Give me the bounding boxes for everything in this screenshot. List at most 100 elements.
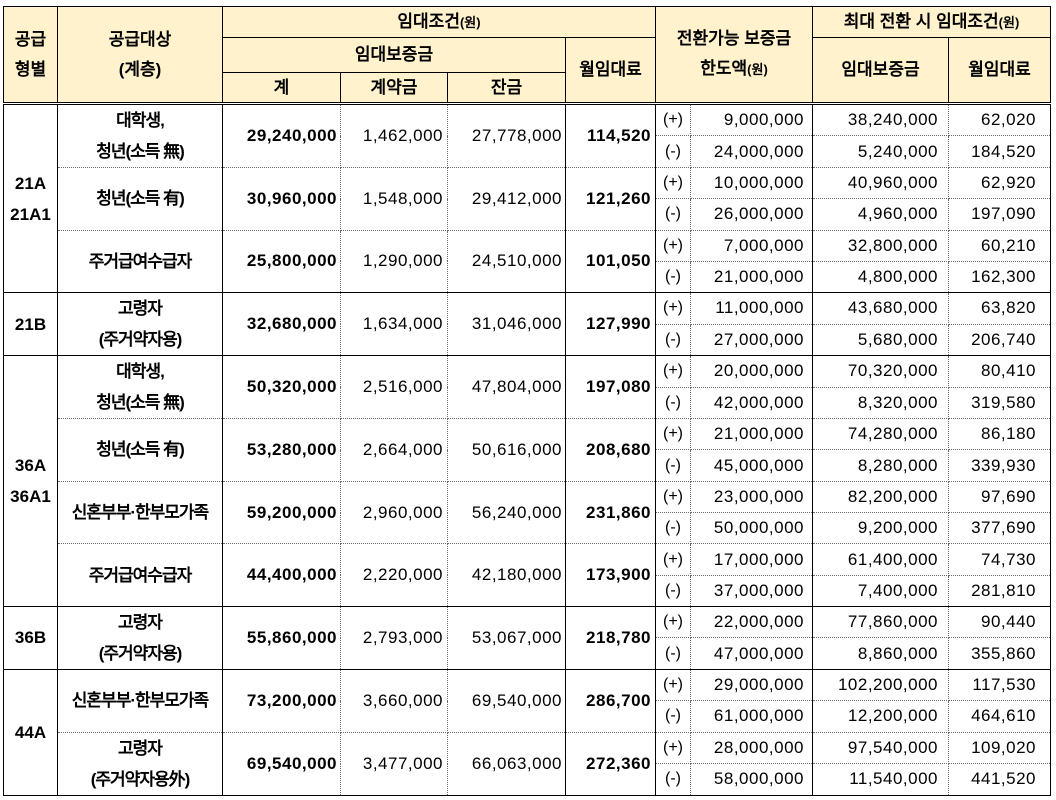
- header-conversion-limit-line: 전환가능 보증금: [676, 29, 792, 48]
- header-unit: (원): [998, 14, 1020, 30]
- max-deposit-cell: 8,280,000: [812, 449, 950, 482]
- target-line: 청년(소득 無): [96, 393, 185, 413]
- target-cell: 신혼부부·한부모가족: [57, 480, 223, 545]
- table-row: 44A 신혼부부·한부모가족 73,200,000 3,660,000 69,5…: [3, 668, 1052, 796]
- deposit-total-cell: 50,320,000: [222, 355, 341, 420]
- header-max-conversion: 최대 전환 시 임대조건(원): [812, 6, 1052, 38]
- conversion-limit-cell: 26,000,000: [689, 198, 814, 231]
- max-deposit-cell: 5,680,000: [812, 323, 950, 357]
- target-cell: 고령자 (주거약자용): [57, 605, 223, 670]
- max-rent-cell: 62,920: [948, 166, 1052, 200]
- header-unit: (원): [747, 62, 768, 77]
- table-row: (-) 61,000,000 12,200,000 464,610: [4, 700, 1052, 733]
- max-deposit-cell: 40,960,000: [812, 166, 950, 200]
- supply-type-cell: 44A: [3, 668, 58, 796]
- sign-cell: (+): [655, 731, 691, 765]
- conversion-limit-cell: 24,000,000: [689, 135, 814, 168]
- max-rent-cell: 97,690: [948, 480, 1052, 514]
- balance-cell: 53,067,000: [447, 605, 566, 670]
- max-deposit-cell: 32,800,000: [812, 229, 950, 262]
- sign-cell: (+): [655, 605, 691, 639]
- max-deposit-cell: 12,200,000: [812, 700, 950, 733]
- max-rent-cell: 377,690: [948, 512, 1052, 545]
- header-conversion-limit-label: 한도액: [700, 59, 748, 78]
- sign-cell: (+): [655, 166, 691, 200]
- max-rent-cell: 197,090: [948, 198, 1052, 231]
- sign-cell: (+): [655, 229, 691, 262]
- monthly-rent-cell: 173,900: [565, 543, 656, 607]
- sign-cell: (-): [655, 637, 691, 670]
- table-row: (-) 50,000,000 9,200,000 377,690: [4, 512, 1052, 545]
- conversion-limit-cell: 29,000,000: [689, 668, 814, 702]
- supply-type-line: 21A: [14, 173, 47, 193]
- sign-cell: (+): [655, 543, 691, 576]
- down-payment-cell: 2,516,000: [340, 355, 448, 420]
- balance-cell: 47,804,000: [447, 355, 566, 420]
- conversion-limit-cell: 11,000,000: [689, 292, 814, 325]
- deposit-total-cell: 25,800,000: [222, 229, 341, 294]
- max-deposit-cell: 82,200,000: [812, 480, 950, 514]
- max-rent-cell: 109,020: [948, 731, 1052, 765]
- max-deposit-cell: 38,240,000: [812, 102, 950, 136]
- header-deposit: 임대보증금: [222, 37, 566, 73]
- table-row: 주거급여수급자 44,400,000 2,220,000 42,180,000 …: [4, 543, 1052, 607]
- sign-cell: (-): [655, 386, 691, 420]
- max-rent-cell: 86,180: [948, 418, 1052, 451]
- down-payment-cell: 3,660,000: [340, 668, 448, 733]
- max-deposit-cell: 102,200,000: [812, 668, 950, 702]
- down-payment-cell: 2,664,000: [340, 418, 448, 482]
- deposit-total-cell: 32,680,000: [222, 292, 341, 357]
- target-line: (주거약자용外): [90, 769, 191, 789]
- max-rent-cell: 339,930: [948, 449, 1052, 482]
- monthly-rent-cell: 121,260: [565, 167, 656, 231]
- header-max-monthly-rent: 월임대료: [948, 37, 1052, 104]
- down-payment-cell: 2,220,000: [340, 543, 448, 607]
- monthly-rent-cell: 272,360: [565, 731, 656, 796]
- down-payment-cell: 1,290,000: [340, 229, 448, 294]
- supply-type-line: 36A: [14, 456, 47, 476]
- supply-type-line: 44A: [14, 722, 47, 742]
- max-rent-cell: 90,440: [948, 605, 1052, 639]
- target-cell: 고령자 (주거약자용): [57, 292, 223, 357]
- sign-cell: (-): [655, 700, 691, 733]
- target-cell: 대학생, 청년(소득 無): [57, 355, 223, 420]
- conversion-limit-cell: 21,000,000: [689, 260, 814, 294]
- table-row: 청년(소득 有) 30,960,000 1,548,000 29,412,000…: [4, 166, 1052, 231]
- rent-conditions-table: 공급 형별 공급대상 (계층) 임대조건(원) 전환가능 보증금 한도액(원) …: [3, 6, 1052, 796]
- header-conversion-limit: 전환가능 보증금 한도액(원): [654, 6, 814, 104]
- supply-type-line: 36B: [14, 628, 47, 648]
- header-row: 임대보증금 월임대료 임대보증금 월임대료: [4, 37, 1052, 104]
- max-deposit-cell: 43,680,000: [812, 292, 950, 325]
- max-deposit-cell: 4,800,000: [812, 260, 950, 294]
- sign-cell: (+): [655, 668, 691, 702]
- header-rent-terms: 임대조건(원): [222, 6, 656, 38]
- conversion-limit-cell: 21,000,000: [689, 418, 814, 451]
- table-row: (-) 47,000,000 8,860,000 355,860: [4, 637, 1052, 670]
- header-row: 공급 형별 공급대상 (계층) 임대조건(원) 전환가능 보증금 한도액(원) …: [3, 6, 1052, 104]
- table-row: 고령자 (주거약자용外) 69,540,000 3,477,000 66,063…: [4, 731, 1052, 796]
- conversion-limit-cell: 45,000,000: [689, 449, 814, 482]
- target-cell: 청년(소득 有): [57, 167, 223, 231]
- balance-cell: 24,510,000: [447, 229, 566, 294]
- monthly-rent-cell: 127,990: [565, 292, 656, 357]
- deposit-total-cell: 69,540,000: [222, 731, 341, 796]
- max-rent-cell: 117,530: [948, 668, 1052, 702]
- table-row: 36A 36A1 대학생, 청년(소득 無) 50,320,000 2,516,…: [3, 355, 1052, 607]
- supply-type-line: 21A1: [10, 204, 51, 224]
- balance-cell: 29,412,000: [447, 167, 566, 231]
- balance-cell: 66,063,000: [447, 731, 566, 796]
- header-supply-type: 공급 형별: [3, 6, 58, 104]
- target-line: 청년(소득 有): [96, 440, 185, 460]
- max-rent-cell: 60,210: [948, 229, 1052, 262]
- balance-cell: 27,778,000: [447, 102, 566, 168]
- target-line: 주거급여수급자: [88, 565, 192, 585]
- max-deposit-cell: 4,960,000: [812, 198, 950, 231]
- down-payment-cell: 1,548,000: [340, 167, 448, 231]
- monthly-rent-cell: 218,780: [565, 605, 656, 670]
- sign-cell: (-): [655, 198, 691, 231]
- conversion-limit-cell: 23,000,000: [689, 480, 814, 514]
- table-row: (-) 24,000,000 5,240,000 184,520: [4, 135, 1052, 168]
- target-line: 청년(소득 有): [96, 189, 185, 209]
- max-rent-cell: 281,810: [948, 574, 1052, 607]
- max-deposit-cell: 5,240,000: [812, 135, 950, 168]
